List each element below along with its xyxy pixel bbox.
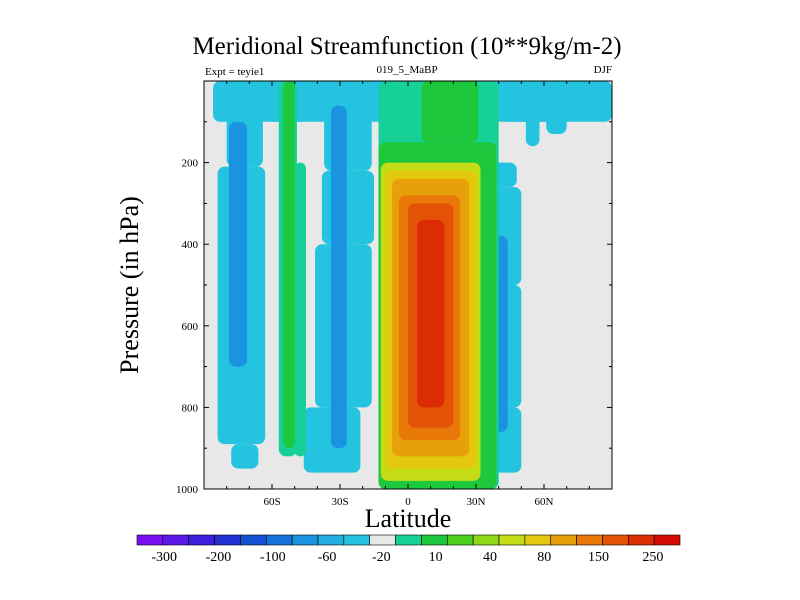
colorbar-label-9: 250 <box>642 550 663 565</box>
colorbar-swatch-14 <box>498 534 526 546</box>
colorbar-swatch-20 <box>653 534 681 546</box>
x-tick-label-2: 0 <box>405 496 411 508</box>
colorbar-label-6: 40 <box>483 550 497 565</box>
y-tick-label-0: 200 <box>182 158 199 170</box>
y-tick-label-1: 400 <box>182 239 199 251</box>
colorbar-swatch-4 <box>240 534 267 546</box>
colorbar-swatch-7 <box>317 534 345 546</box>
contour-region-4-2 <box>421 81 479 143</box>
y-tick-label-3: 800 <box>182 402 199 414</box>
colorbar-swatch-10 <box>395 534 422 546</box>
colorbar-swatch-19 <box>627 534 655 546</box>
colorbar-swatch-17 <box>576 534 603 546</box>
contour-region-0-16 <box>525 97 540 147</box>
y-axis: 200 400 600 800 1000 <box>176 121 612 496</box>
colorbar-swatch-15 <box>524 534 552 546</box>
colorbar-swatch-0 <box>136 534 164 546</box>
colorbar-label-4: -20 <box>372 550 391 565</box>
contour-region-1-1 <box>330 105 347 449</box>
y-tick-label-2: 600 <box>182 321 199 333</box>
contour-region-0-17 <box>546 89 567 135</box>
plot-area <box>203 80 613 490</box>
colorbar-swatch-13 <box>472 534 500 546</box>
colorbar-label-3: -60 <box>318 550 337 565</box>
contour-region-0-7 <box>231 444 259 469</box>
x-tick-label-4: 60N <box>535 496 554 508</box>
colorbar-swatch-8 <box>343 534 371 546</box>
colorbar-swatch-5 <box>265 534 293 546</box>
contour-region-3-1 <box>294 162 306 457</box>
contour-region-10-1 <box>423 256 438 392</box>
colorbar-swatch-2 <box>188 534 215 546</box>
colorbar-swatch-12 <box>446 534 474 546</box>
x-axis-label: Latitude <box>365 504 452 533</box>
colorbar: -300 -200 -100 -60 -20 10 40 80 150 250 <box>136 534 681 565</box>
colorbar-swatches <box>136 534 681 546</box>
colorbar-label-1: -200 <box>206 550 232 565</box>
colorbar-labels: -300 -200 -100 -60 -20 10 40 80 150 250 <box>151 550 663 565</box>
experiment-label: Expt = teyie1 <box>205 66 264 78</box>
y-tick-label-4: 1000 <box>176 484 199 496</box>
colorbar-swatch-9 <box>369 534 396 546</box>
colorbar-label-7: 80 <box>537 550 551 565</box>
colorbar-label-5: 10 <box>429 550 443 565</box>
contour-region-0-9 <box>321 170 374 245</box>
colorbar-label-8: 150 <box>588 550 609 565</box>
x-tick-label-0: 60S <box>263 496 280 508</box>
colorbar-swatch-6 <box>291 534 319 546</box>
contour-region-1-0 <box>228 121 248 367</box>
colorbar-label-0: -300 <box>151 550 177 565</box>
colorbar-swatch-1 <box>162 534 190 546</box>
contour-region-4-0 <box>283 81 295 449</box>
colorbar-swatch-18 <box>602 534 629 546</box>
run-label: 019_5_MaBP <box>376 64 437 76</box>
x-axis: 60S 30S 0 30N 60N <box>226 81 590 508</box>
chart-title: Meridional Streamfunction (10**9kg/m-2) <box>192 33 621 60</box>
season-label: DJF <box>594 64 612 76</box>
colorbar-swatch-3 <box>214 534 241 546</box>
colorbar-swatch-16 <box>550 534 577 546</box>
x-tick-label-3: 30N <box>467 496 486 508</box>
colorbar-swatch-11 <box>421 534 448 546</box>
contour-fill-layer <box>213 81 613 489</box>
colorbar-label-2: -100 <box>260 550 286 565</box>
y-axis-label: Pressure (in hPa) <box>115 196 144 374</box>
x-tick-label-1: 30S <box>331 496 348 508</box>
